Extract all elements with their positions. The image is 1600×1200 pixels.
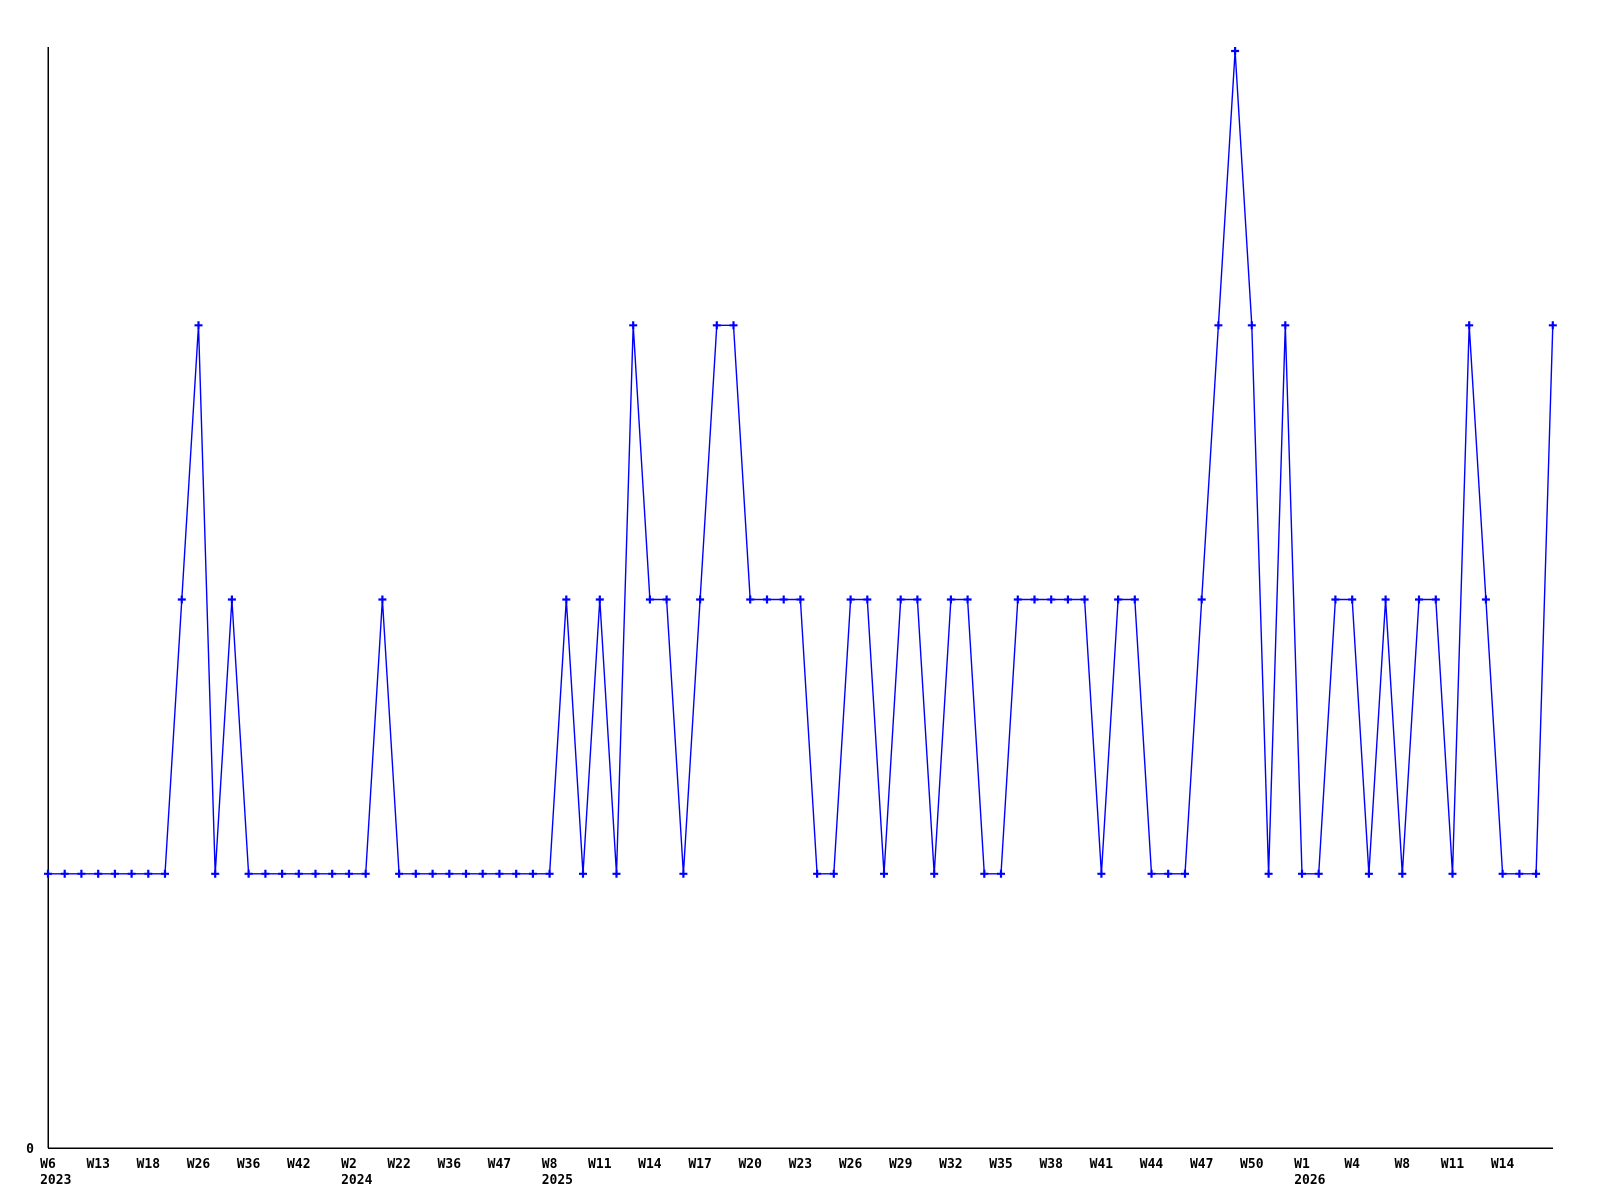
data-line [48, 50, 1554, 875]
x-axis-year-label: 2024 [341, 1173, 372, 1188]
x-tick-label: W1 [1294, 1157, 1310, 1172]
x-tick-label: W36 [237, 1157, 261, 1172]
x-tick-label: W44 [1140, 1157, 1164, 1172]
x-tick-label: W11 [1441, 1157, 1465, 1172]
x-tick-label: W35 [989, 1157, 1012, 1172]
x-tick-label: W26 [187, 1157, 211, 1172]
x-tick-label: W8 [1394, 1157, 1410, 1172]
x-axis-year-label: 2026 [1294, 1173, 1325, 1188]
x-tick-label: W29 [889, 1157, 912, 1172]
x-tick-label: W36 [438, 1157, 462, 1172]
x-tick-label: W14 [1491, 1157, 1515, 1172]
x-tick-label: W18 [137, 1157, 161, 1172]
data-point-markers [44, 47, 1557, 878]
x-tick-label: W22 [387, 1157, 410, 1172]
x-tick-label: W6 [40, 1157, 56, 1172]
x-tick-label: W20 [738, 1157, 762, 1172]
y-tick-label: 0 [26, 1142, 34, 1157]
x-tick-label: W47 [488, 1157, 511, 1172]
x-tick-label: W32 [939, 1157, 962, 1172]
x-tick-label: W26 [839, 1157, 863, 1172]
x-tick-label: W23 [789, 1157, 812, 1172]
x-tick-label: W4 [1344, 1157, 1360, 1172]
x-tick-label: W47 [1190, 1157, 1213, 1172]
x-tick-label: W13 [86, 1157, 109, 1172]
x-tick-label: W41 [1090, 1157, 1114, 1172]
x-tick-label: W2 [341, 1157, 357, 1172]
x-tick-label: W38 [1039, 1157, 1063, 1172]
x-tick-label: W50 [1240, 1157, 1264, 1172]
x-tick-label: W17 [688, 1157, 711, 1172]
x-tick-label: W14 [638, 1157, 662, 1172]
x-tick-label: W42 [287, 1157, 310, 1172]
x-tick-label: W8 [542, 1157, 558, 1172]
x-tick-label: W11 [588, 1157, 612, 1172]
x-axis-year-label: 2025 [542, 1173, 573, 1188]
x-axis-year-label: 2023 [40, 1173, 71, 1188]
